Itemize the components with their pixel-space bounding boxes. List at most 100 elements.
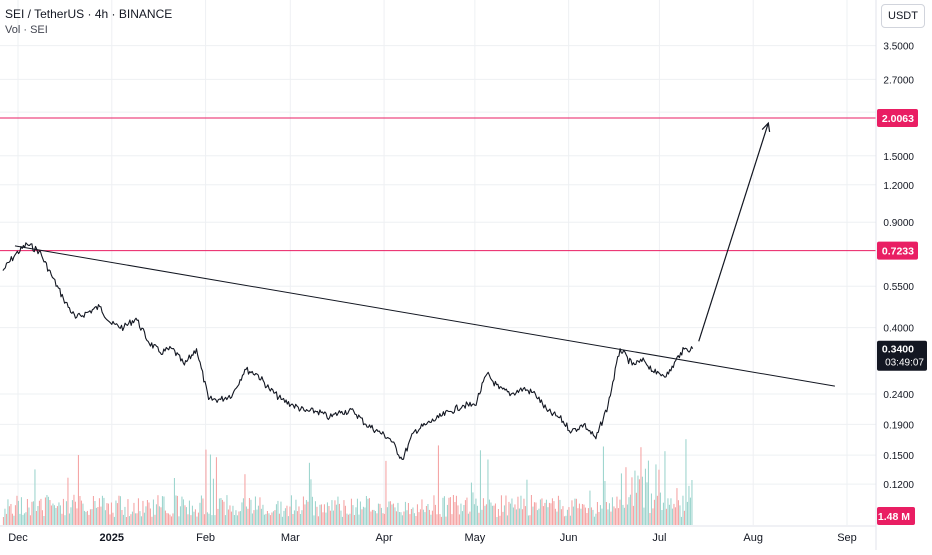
volume-bar (262, 505, 263, 525)
volume-bar (432, 511, 433, 525)
volume-bar (364, 508, 365, 526)
volume-bar (655, 464, 656, 525)
volume-bar (648, 461, 649, 525)
volume-bar (391, 505, 392, 526)
volume-bar (489, 500, 490, 525)
volume-bar (234, 515, 235, 525)
volume-bar (51, 506, 52, 526)
volume-bar (511, 499, 512, 526)
volume-bar (535, 503, 536, 526)
volume-bar (46, 495, 47, 525)
volume-bar (283, 511, 284, 525)
volume-bar (426, 506, 427, 525)
volume-bar (483, 498, 484, 525)
volume-bar (528, 516, 529, 526)
volume-bar (454, 502, 455, 525)
volume-bar (367, 499, 368, 525)
volume-bar (115, 501, 116, 526)
price-tick-label: 1.5000 (883, 152, 914, 163)
volume-bar (358, 515, 359, 525)
volume-bar (678, 500, 679, 525)
volume-bar (624, 508, 625, 525)
volume-bar (393, 504, 394, 525)
volume-bar (343, 500, 344, 525)
volume-bar (493, 506, 494, 525)
volume-bar (466, 498, 467, 525)
price-line (3, 243, 693, 460)
volume-bar (136, 513, 137, 525)
currency-button[interactable]: USDT (881, 4, 925, 28)
volume-bar (333, 511, 334, 525)
volume-bar (81, 501, 82, 525)
volume-bar (622, 505, 623, 525)
volume-bar (574, 499, 575, 525)
volume-bar (285, 508, 286, 525)
volume-bar (507, 515, 508, 525)
volume-bar (187, 514, 188, 525)
volume-bar (561, 509, 562, 525)
price-axis[interactable]: 3.50002.70002.10001.50001.20000.90000.55… (876, 0, 927, 550)
volume-bar (202, 499, 203, 526)
volume-bar (411, 509, 412, 525)
symbol-title[interactable]: SEI / TetherUS · 4h · BINANCE (5, 6, 172, 22)
volume-bar (235, 510, 236, 525)
volume-bar (153, 500, 154, 526)
volume-bar (310, 479, 311, 525)
volume-bar (361, 509, 362, 525)
volume-bar (682, 496, 683, 525)
chart-header: SEI / TetherUS · 4h · BINANCE Vol · SEI (5, 6, 172, 38)
price-tick-label: 3.5000 (883, 42, 914, 53)
volume-bar (316, 507, 317, 525)
volume-bar (357, 499, 358, 525)
volume-bar (345, 506, 346, 525)
volume-bar (427, 504, 428, 525)
trendline-layer (15, 246, 835, 386)
volume-bar (556, 512, 557, 525)
volume-bar (568, 507, 569, 525)
volume-bar (226, 495, 227, 525)
volume-bar (172, 513, 173, 525)
volume-bar (474, 504, 475, 525)
volume-bar (412, 508, 413, 526)
title-separator: · (88, 7, 95, 21)
volume-bar (591, 507, 592, 525)
volume-bar (306, 500, 307, 525)
volume-bar (441, 517, 442, 525)
volume-bar (304, 504, 305, 525)
volume-bar (355, 507, 356, 525)
volume-bar (681, 517, 682, 525)
volume-bar (580, 509, 581, 525)
volume-bar (517, 497, 518, 525)
volume-bar (135, 513, 136, 525)
volume-bar (312, 497, 313, 525)
volume-bar (309, 463, 310, 525)
volume-bar (228, 510, 229, 526)
volume-bar (627, 505, 628, 526)
volume-bar (321, 504, 322, 525)
volume-bar (420, 509, 421, 525)
volume-bar (484, 506, 485, 525)
time-tick-label: Feb (196, 532, 215, 544)
volume-indicator-label[interactable]: Vol · SEI (5, 23, 172, 38)
volume-bar (34, 469, 35, 525)
volume-bar (181, 497, 182, 525)
volume-bar (165, 511, 166, 525)
volume-bar (424, 512, 425, 525)
volume-bar (18, 501, 19, 525)
volume-bar (72, 500, 73, 525)
volume-bar (384, 514, 385, 525)
volume-bar (579, 504, 580, 525)
volume-bar (339, 504, 340, 525)
volume-bar (685, 439, 686, 525)
volume-bar (385, 461, 386, 525)
volume-bar (94, 501, 95, 525)
volume-bar (543, 506, 544, 525)
volume-bar (631, 477, 632, 525)
volume-bar (540, 500, 541, 526)
volume-bar (537, 510, 538, 525)
volume-bar (669, 505, 670, 525)
volume-bar (463, 505, 464, 525)
